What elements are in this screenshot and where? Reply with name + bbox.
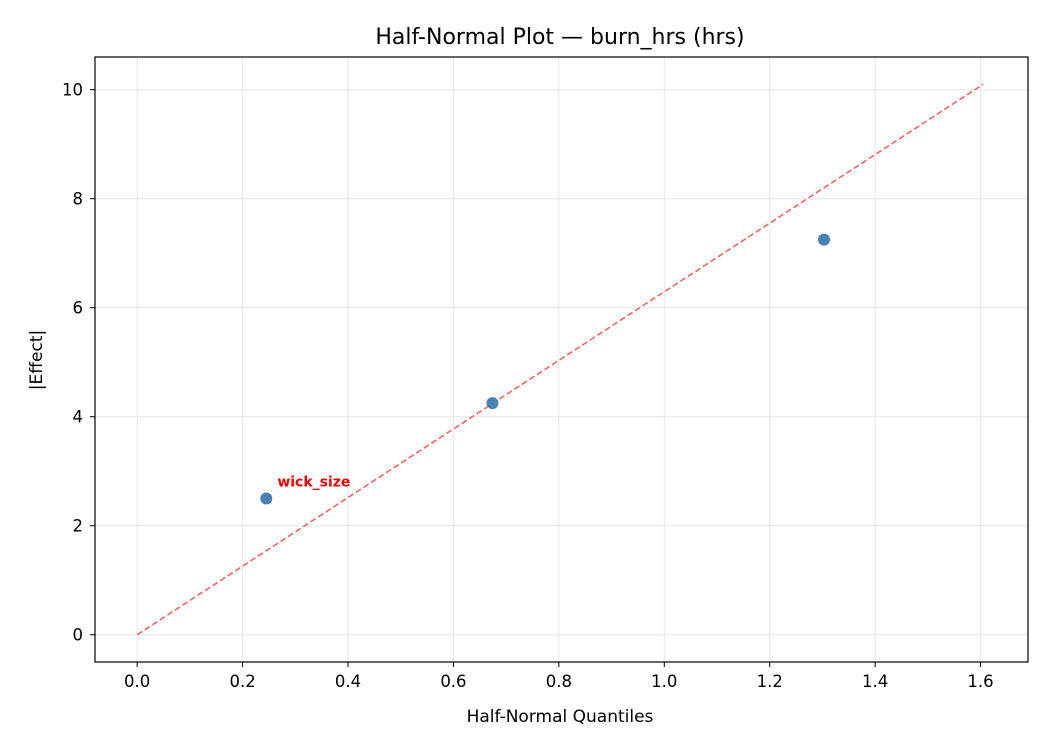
x-tick-label: 1.4 <box>862 672 888 691</box>
axis-ticks: 0.0 0.2 0.4 0.6 0.8 1.0 1.2 1.4 1.6 0 2 4 6 8 10 <box>62 81 994 691</box>
point-annotation: wick_size <box>277 474 350 490</box>
data-points <box>260 233 831 505</box>
y-tick-label: 10 <box>62 81 83 100</box>
x-tick-label: 0.0 <box>124 672 150 691</box>
y-tick-label: 0 <box>73 626 84 645</box>
data-point <box>486 397 499 410</box>
data-point <box>260 492 273 505</box>
x-tick-label: 0.4 <box>335 672 361 691</box>
x-axis-label: Half-Normal Quantiles <box>467 707 654 727</box>
chart-title: Half-Normal Plot — burn_hrs (hrs) <box>375 25 744 50</box>
x-tick-label: 1.6 <box>967 672 993 691</box>
plot-frame <box>94 56 1029 663</box>
x-tick-label: 0.8 <box>546 672 572 691</box>
data-point <box>818 233 831 246</box>
y-tick-label: 6 <box>73 299 84 318</box>
grid <box>95 57 1028 662</box>
y-axis-label: |Effect| <box>27 330 47 390</box>
x-tick-label: 1.0 <box>651 672 677 691</box>
reference-line <box>136 83 984 636</box>
x-tick-label: 1.2 <box>757 672 783 691</box>
y-tick-label: 8 <box>73 190 84 209</box>
y-tick-label: 4 <box>73 408 84 427</box>
x-tick-label: 0.6 <box>440 672 466 691</box>
x-tick-label: 0.2 <box>229 672 255 691</box>
y-tick-label: 2 <box>73 517 84 536</box>
reference-line-group <box>136 83 984 636</box>
annotations: wick_size <box>277 474 350 490</box>
